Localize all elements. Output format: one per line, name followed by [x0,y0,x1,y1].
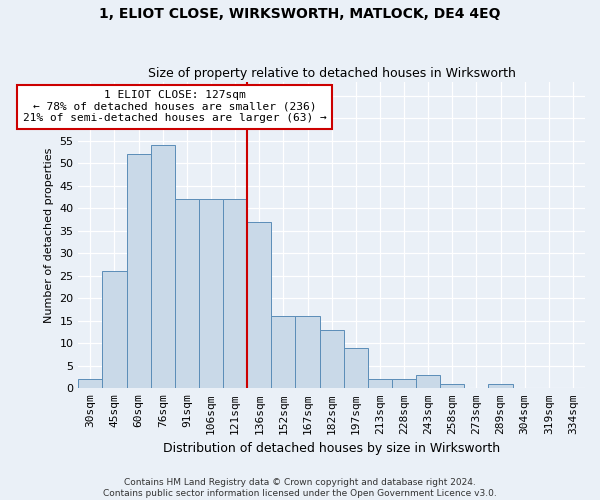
Bar [295,316,320,388]
Bar [127,154,151,388]
Bar [416,375,440,388]
Bar [344,348,368,389]
Bar [103,271,127,388]
Y-axis label: Number of detached properties: Number of detached properties [44,148,54,323]
Bar [271,316,295,388]
Bar [79,380,103,388]
Bar [247,222,271,388]
Text: 1 ELIOT CLOSE: 127sqm
← 78% of detached houses are smaller (236)
21% of semi-det: 1 ELIOT CLOSE: 127sqm ← 78% of detached … [23,90,326,124]
Bar [199,199,223,388]
Bar [488,384,512,388]
Bar [151,145,175,388]
X-axis label: Distribution of detached houses by size in Wirksworth: Distribution of detached houses by size … [163,442,500,455]
Bar [175,199,199,388]
Bar [392,380,416,388]
Text: Contains HM Land Registry data © Crown copyright and database right 2024.
Contai: Contains HM Land Registry data © Crown c… [103,478,497,498]
Bar [440,384,464,388]
Text: 1, ELIOT CLOSE, WIRKSWORTH, MATLOCK, DE4 4EQ: 1, ELIOT CLOSE, WIRKSWORTH, MATLOCK, DE4… [99,8,501,22]
Title: Size of property relative to detached houses in Wirksworth: Size of property relative to detached ho… [148,66,515,80]
Bar [368,380,392,388]
Bar [320,330,344,388]
Bar [223,199,247,388]
